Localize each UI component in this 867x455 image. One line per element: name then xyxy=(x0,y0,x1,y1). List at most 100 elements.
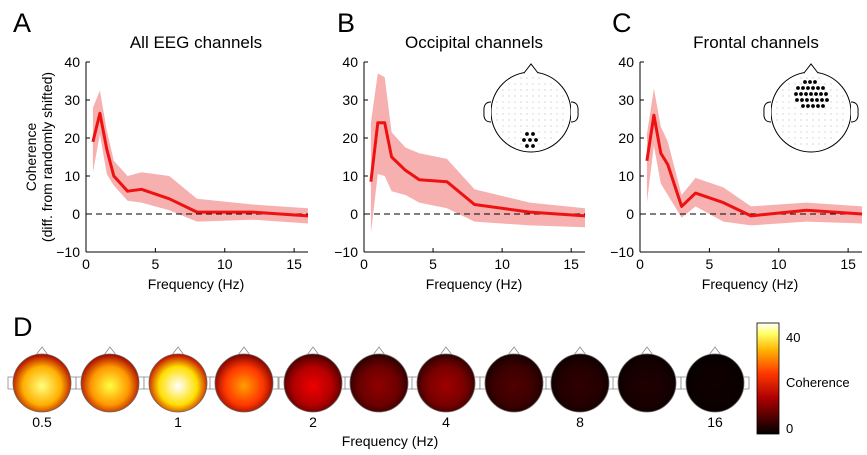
electrode-dot xyxy=(544,95,546,97)
topomap-nose xyxy=(708,346,722,356)
topomap-ear xyxy=(143,376,149,390)
electrode-dot xyxy=(818,107,820,109)
electrode-dot xyxy=(532,137,534,139)
electrode-dot xyxy=(836,125,838,127)
electrode-dot xyxy=(824,119,826,121)
electrode-dot xyxy=(556,101,558,103)
electrode-dot xyxy=(544,119,546,121)
electrode-dot xyxy=(508,113,510,115)
electrode-dot xyxy=(782,89,784,91)
electrode-dot xyxy=(556,119,558,121)
electrode-dot xyxy=(544,83,546,85)
frequency-label: 4 xyxy=(442,414,450,430)
frequency-label: 16 xyxy=(707,414,723,430)
electrode-dot xyxy=(818,125,820,127)
y-tick-label: 30 xyxy=(618,92,634,108)
electrode-dot xyxy=(836,95,838,97)
electrode-dot xyxy=(544,113,546,115)
highlighted-electrode xyxy=(809,92,813,96)
electrode-dot xyxy=(782,119,784,121)
x-tick-label: 5 xyxy=(429,256,437,272)
highlighted-electrode xyxy=(531,132,535,136)
panel-c-title: Frontal channels xyxy=(693,33,819,52)
frequency-label: 2 xyxy=(309,414,317,430)
electrode-dot xyxy=(514,125,516,127)
highlighted-electrode xyxy=(525,144,529,148)
right-ear xyxy=(570,101,579,123)
topomap-ear xyxy=(273,376,279,390)
electrode-dot xyxy=(502,125,504,127)
topomap-1 xyxy=(148,353,208,413)
head-outline xyxy=(770,71,852,153)
electrode-dot xyxy=(526,125,528,127)
electrode-dot xyxy=(550,89,552,91)
electrode-dot xyxy=(812,113,814,115)
highlighted-electrode xyxy=(534,138,538,142)
left-ear xyxy=(763,101,772,123)
y-tick-label: 0 xyxy=(350,206,358,222)
electrode-dot xyxy=(824,143,826,145)
electrode-dot xyxy=(782,101,784,103)
electrode-dot xyxy=(818,77,820,79)
highlighted-electrode xyxy=(821,104,825,108)
electrode-dot xyxy=(520,113,522,115)
topomap-nose xyxy=(439,346,453,356)
electrode-dot xyxy=(812,119,814,121)
electrode-dot xyxy=(818,101,820,103)
electrode-dot xyxy=(812,137,814,139)
electrode-dot xyxy=(514,107,516,109)
electrode-dot xyxy=(836,113,838,115)
confidence-band xyxy=(92,90,309,224)
y-tick-label: 40 xyxy=(618,54,634,70)
y-tick-label: 40 xyxy=(342,54,358,70)
y-tick-label: −10 xyxy=(56,244,80,260)
topomap-nose xyxy=(35,346,49,356)
electrode-dot xyxy=(556,95,558,97)
y-axis-label-line1: Coherence xyxy=(23,123,39,192)
electrode-dot xyxy=(788,125,790,127)
electrode-dot xyxy=(550,125,552,127)
electrode-dot xyxy=(562,107,564,109)
electrode-dot xyxy=(836,107,838,109)
electrode-dot xyxy=(812,83,814,85)
electrode-dot xyxy=(538,77,540,79)
electrode-dot xyxy=(776,119,778,121)
electrode-dot xyxy=(776,113,778,115)
electrode-dot xyxy=(520,95,522,97)
electrode-dot xyxy=(520,137,522,139)
topomap-ear xyxy=(75,376,81,390)
electrode-dot xyxy=(800,113,802,115)
electrode-dot xyxy=(818,83,820,85)
highlighted-electrode xyxy=(805,98,809,102)
topomap-ear xyxy=(209,376,215,390)
y-tick-label: 10 xyxy=(618,168,634,184)
highlighted-electrode xyxy=(816,104,820,108)
panel-c-xlabel: Frequency (Hz) xyxy=(702,276,798,292)
electrode-dot xyxy=(502,89,504,91)
electrode-dot xyxy=(538,107,540,109)
topomap-ear xyxy=(344,376,350,390)
panel-letter-c: C xyxy=(612,8,632,38)
electrode-dot xyxy=(842,107,844,109)
electrode-dot xyxy=(806,143,808,145)
electrode-dot xyxy=(502,131,504,133)
panel-b-xlabel: Frequency (Hz) xyxy=(426,276,522,292)
topomap-16 xyxy=(685,353,745,413)
electrode-dot xyxy=(544,125,546,127)
electrode-dot xyxy=(496,113,498,115)
electrode-dot xyxy=(520,131,522,133)
electrode-dot xyxy=(502,107,504,109)
topomap-nose xyxy=(306,346,320,356)
electrode-dot xyxy=(830,83,832,85)
electrode-dot xyxy=(788,107,790,109)
electrode-dot xyxy=(502,101,504,103)
y-tick-label: −10 xyxy=(610,244,634,260)
electrode-dot xyxy=(526,113,528,115)
electrode-dot xyxy=(824,125,826,127)
x-tick-label: 15 xyxy=(840,256,856,272)
electrode-dot xyxy=(550,131,552,133)
electrode-dot xyxy=(830,101,832,103)
electrode-dot xyxy=(514,119,516,121)
electrode-dot xyxy=(800,77,802,79)
electrode-dot xyxy=(830,95,832,97)
